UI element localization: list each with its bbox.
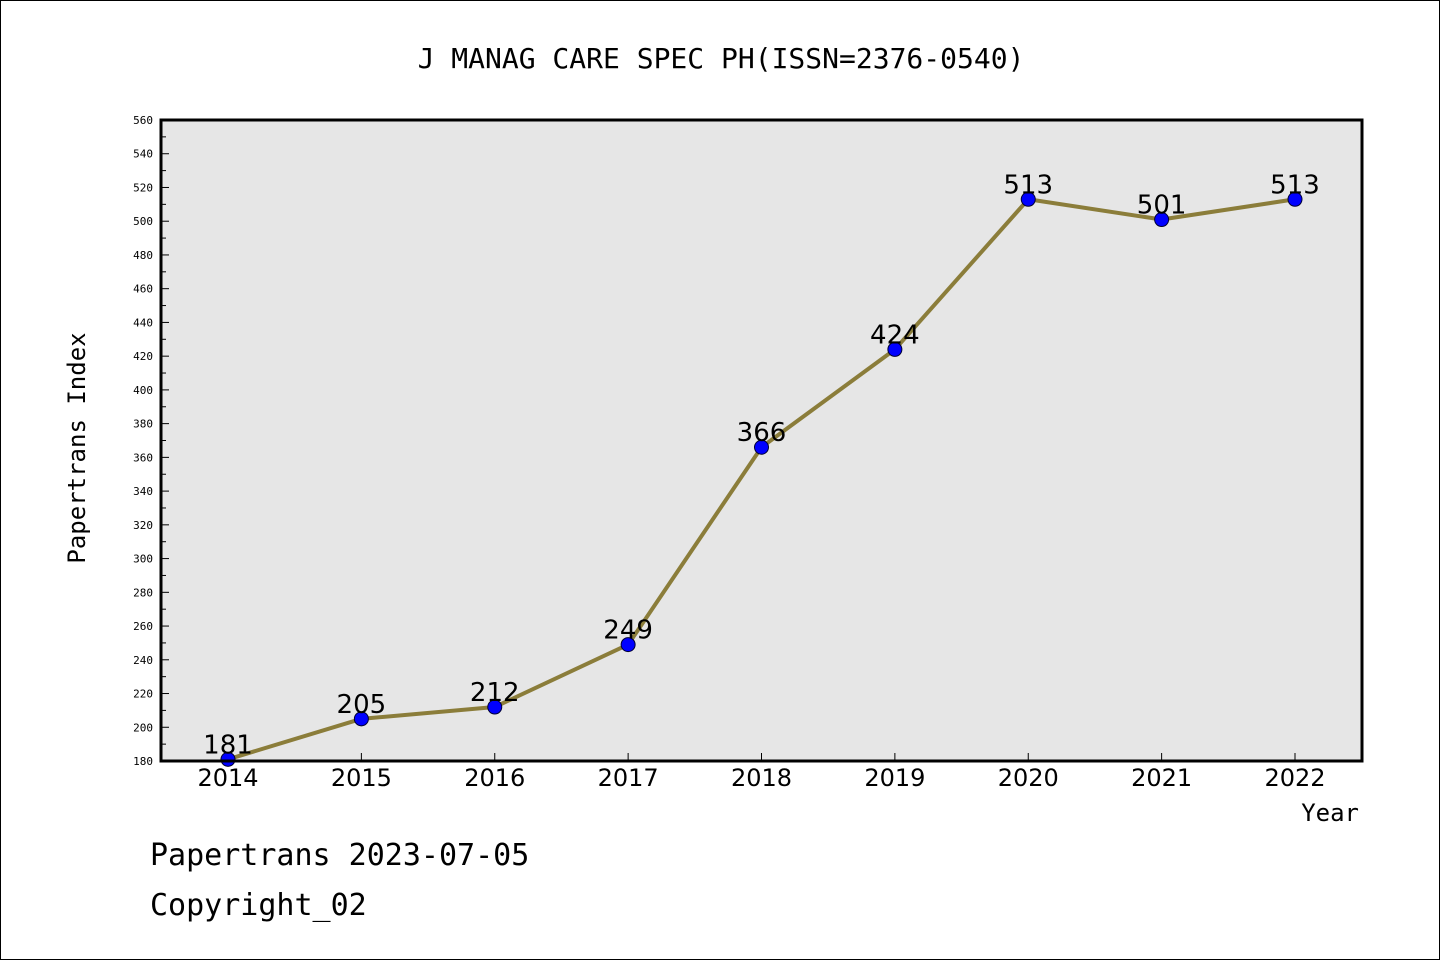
data-point-marker: [220, 751, 236, 767]
y-tick-label: 280: [133, 586, 153, 599]
data-point-marker: [1154, 212, 1170, 228]
y-axis: 180 200 220 240 260 280 300 320 340 360 380 400 420 4…: [133, 114, 169, 768]
x-axis: 2014 2015 2016 2017 2018 2019 2020 2021 2022: [197, 753, 1326, 792]
data-label: 513: [1003, 170, 1053, 200]
y-tick-label: 220: [133, 688, 153, 701]
y-tick-label: 500: [133, 215, 153, 228]
data-label: 501: [1137, 191, 1187, 221]
data-point-marker: [353, 711, 369, 727]
plot-border: [159, 118, 1364, 763]
y-axis-title: Papertrans Index: [63, 332, 91, 563]
data-label: 249: [603, 616, 653, 646]
y-tick-label: 560: [133, 114, 153, 127]
data-point-marker: [487, 699, 503, 715]
y-tick-label: 360: [133, 451, 153, 464]
x-axis-title: Year: [1301, 799, 1359, 827]
y-tick-label: 240: [133, 654, 153, 667]
x-tick-label: 2015: [331, 764, 392, 792]
y-tick-label: 300: [133, 553, 153, 566]
data-labels: 181 205 212 249 366 424 513 501 513: [203, 170, 1320, 760]
x-tick-label: 2014: [197, 764, 258, 792]
y-tick-label: 340: [133, 485, 153, 498]
data-label: 513: [1270, 170, 1320, 200]
data-label: 181: [203, 730, 253, 760]
y-tick-label: 380: [133, 418, 153, 431]
data-point-marker: [887, 341, 903, 357]
y-tick-label: 540: [133, 148, 153, 161]
data-point-marker: [620, 637, 636, 653]
y-tick-label: 200: [133, 721, 153, 734]
data-point-marker: [1020, 191, 1036, 207]
x-tick-label: 2018: [731, 764, 792, 792]
data-label: 366: [737, 418, 787, 448]
data-label: 424: [870, 320, 920, 350]
x-tick-label: 2021: [1131, 764, 1192, 792]
footer-date: Papertrans 2023-07-05: [150, 838, 529, 873]
y-tick-label: 320: [133, 519, 153, 532]
y-tick-label: 440: [133, 316, 153, 329]
data-point-marker: [1287, 191, 1303, 207]
chart-title: J MANAG CARE SPEC PH(ISSN=2376-0540): [418, 42, 1025, 75]
data-label: 205: [337, 690, 387, 720]
x-tick-label: 2017: [598, 764, 659, 792]
x-tick-label: 2020: [998, 764, 1059, 792]
y-tick-label: 420: [133, 350, 153, 363]
y-tick-label: 260: [133, 620, 153, 633]
data-point-marker: [754, 439, 769, 455]
y-tick-label: 480: [133, 249, 153, 262]
data-label: 212: [470, 678, 520, 708]
y-tick-label: 460: [133, 283, 153, 296]
y-tick-label: 520: [133, 181, 153, 194]
x-tick-label: 2022: [1264, 764, 1325, 792]
x-tick-label: 2019: [864, 764, 925, 792]
y-tick-label: 180: [133, 755, 153, 768]
y-tick-label: 400: [133, 384, 153, 397]
series-line-group: [220, 191, 1303, 767]
footer-copyright: Copyright_02: [150, 888, 367, 923]
x-tick-label: 2016: [464, 764, 525, 792]
